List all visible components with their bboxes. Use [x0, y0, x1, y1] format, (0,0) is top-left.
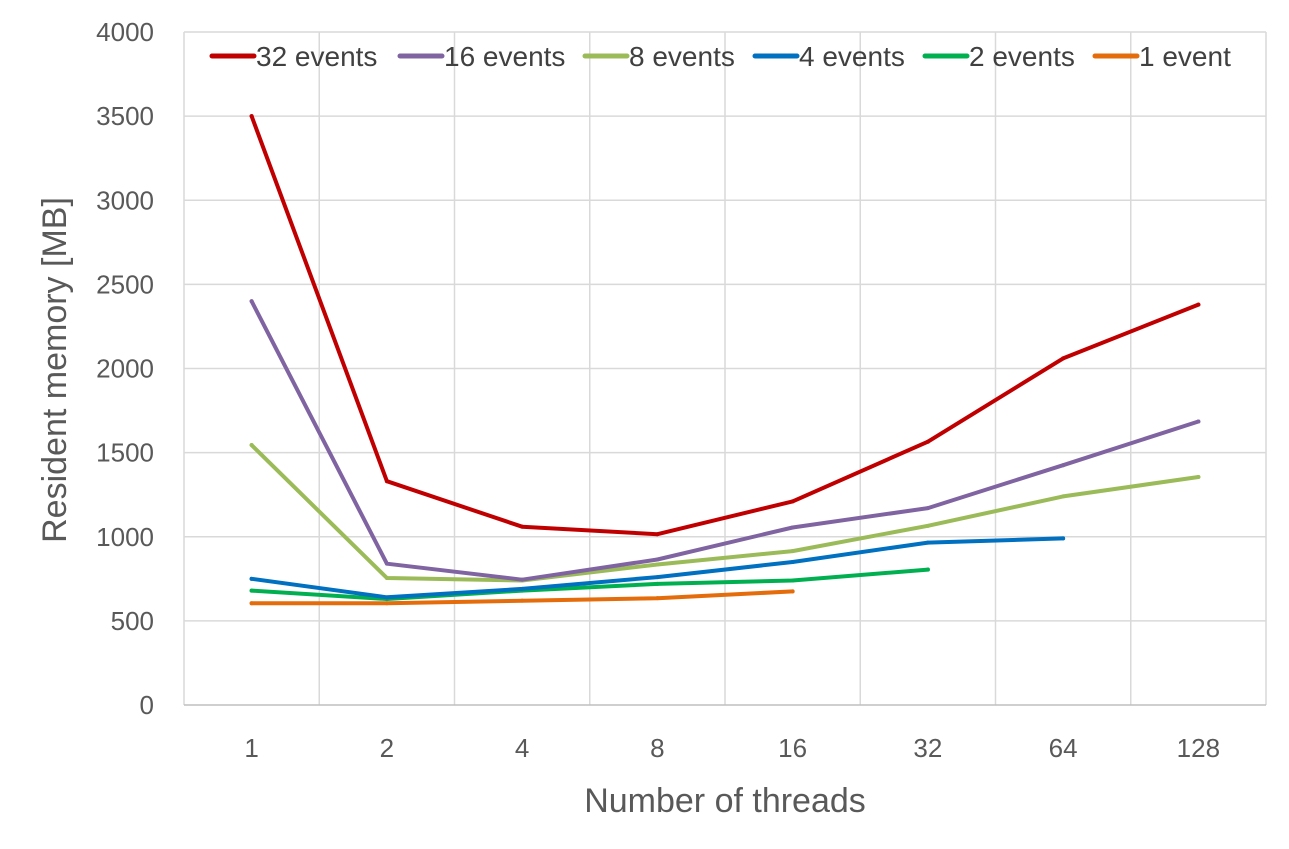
x-tick-label: 1	[244, 733, 258, 763]
series-32-events	[249, 114, 1201, 537]
x-axis-title: Number of threads	[584, 782, 866, 820]
data-point	[790, 525, 795, 530]
data-point	[249, 588, 254, 593]
y-tick-label: 4000	[96, 17, 154, 47]
series-line	[249, 443, 1201, 583]
legend-label: 16 events	[444, 41, 565, 72]
data-point	[1196, 419, 1201, 424]
data-point	[520, 598, 525, 603]
legend-item: 4 events	[752, 41, 905, 72]
series-1-event	[249, 589, 795, 606]
data-point	[655, 562, 660, 567]
y-tick-label: 1500	[96, 438, 154, 468]
data-point	[249, 299, 254, 304]
y-tick-label: 3500	[96, 101, 154, 131]
data-point	[520, 577, 525, 582]
data-point	[925, 523, 930, 528]
data-point	[790, 499, 795, 504]
y-tick-label: 500	[111, 606, 154, 636]
data-point	[1196, 302, 1201, 307]
data-point	[249, 443, 254, 448]
data-point	[655, 575, 660, 580]
data-point	[1196, 475, 1201, 480]
data-point	[384, 595, 389, 600]
axes: 0 500 1000 1500 2000 2500 3000 3500 4000 1 2 4 8 16 32…	[96, 17, 1266, 763]
x-tick-label: 64	[1049, 733, 1078, 763]
series-line	[249, 536, 1066, 600]
legend-item: 8 events	[582, 41, 735, 72]
series-line	[249, 567, 930, 601]
data-point	[790, 578, 795, 583]
data-point	[925, 540, 930, 545]
data-point	[925, 439, 930, 444]
y-tick-label: 2500	[96, 269, 154, 299]
series-lines	[249, 114, 1201, 606]
data-point	[655, 557, 660, 562]
data-point	[249, 114, 254, 119]
legend-label: 32 events	[256, 41, 377, 72]
data-point	[1061, 536, 1066, 541]
x-tick-label: 8	[650, 733, 664, 763]
legend-label: 2 events	[969, 41, 1075, 72]
data-point	[249, 601, 254, 606]
data-point	[249, 576, 254, 581]
data-point	[925, 506, 930, 511]
data-point	[384, 561, 389, 566]
legend-label: 1 event	[1139, 41, 1231, 72]
data-point	[925, 567, 930, 572]
data-point	[790, 589, 795, 594]
data-point	[655, 581, 660, 586]
data-point	[655, 532, 660, 537]
y-tick-label: 3000	[96, 185, 154, 215]
data-point	[655, 596, 660, 601]
legend-label: 4 events	[799, 41, 905, 72]
data-point	[1061, 494, 1066, 499]
x-tick-label: 4	[515, 733, 529, 763]
legend: 32 events 16 events 8 events 4 events 2 even…	[209, 41, 1231, 72]
data-point	[384, 479, 389, 484]
data-point	[520, 586, 525, 591]
data-point	[1061, 356, 1066, 361]
series-line	[249, 299, 1201, 582]
y-tick-label: 0	[140, 690, 154, 720]
data-point	[384, 575, 389, 580]
series-16-events	[249, 299, 1201, 582]
y-axis-title: Resident memory [MB]	[36, 197, 74, 543]
x-tick-label: 128	[1177, 733, 1220, 763]
series-line	[249, 114, 1201, 537]
y-tick-label: 1000	[96, 522, 154, 552]
legend-item: 1 event	[1092, 41, 1231, 72]
legend-label: 8 events	[629, 41, 735, 72]
data-point	[790, 559, 795, 564]
legend-item: 16 events	[397, 41, 565, 72]
x-tick-label: 32	[913, 733, 942, 763]
x-tick-label: 2	[380, 733, 394, 763]
x-tick-label: 16	[778, 733, 807, 763]
legend-item: 2 events	[922, 41, 1075, 72]
series-4-events	[249, 536, 1066, 600]
data-point	[520, 524, 525, 529]
data-point	[384, 601, 389, 606]
y-tick-label: 2000	[96, 354, 154, 384]
legend-item: 32 events	[209, 41, 377, 72]
data-point	[1061, 463, 1066, 468]
data-point	[790, 549, 795, 554]
